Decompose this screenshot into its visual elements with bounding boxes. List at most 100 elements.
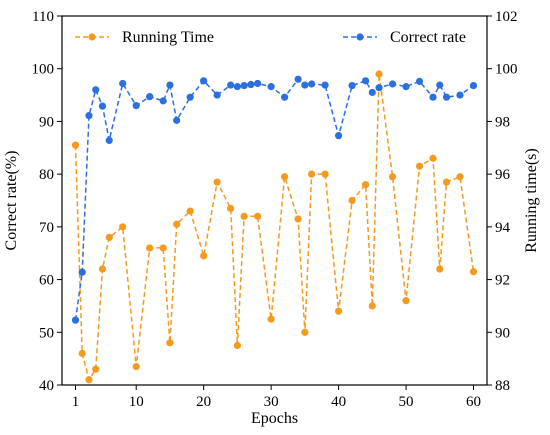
chart-ticks: 1 10 20 30 40 50 60405060708090100110889092949… [32,9,518,410]
y-right-tick-label: 98 [495,114,510,130]
y-left-tick-label: 40 [39,378,54,394]
data-point-running-time [348,196,356,205]
data-point-correct-rate [159,97,167,105]
y-left-tick-label: 100 [32,62,55,78]
data-point-running-time [85,376,93,384]
y-left-tick-label: 60 [39,273,54,289]
data-point-running-time [388,173,397,181]
data-point-correct-rate [166,81,174,89]
data-point-running-time [429,154,437,162]
data-point-correct-rate [92,86,100,94]
data-point-running-time [436,265,444,273]
data-point-correct-rate [85,112,93,120]
x-axis-title: Epochs [251,410,298,427]
y-left-tick-label: 110 [32,9,54,25]
data-point-running-time [456,173,464,181]
data-point-correct-rate [78,268,86,276]
data-point-correct-rate [146,93,154,101]
data-point-correct-rate [267,83,275,91]
y-right-tick-label: 100 [495,62,518,78]
data-point-running-time [173,220,181,228]
data-point-running-time [402,297,410,305]
data-point-running-time [294,215,302,223]
data-point-running-time [375,70,383,78]
data-point-correct-rate [429,93,437,101]
data-point-correct-rate [119,79,127,88]
data-point-running-time [361,181,370,189]
data-point-correct-rate [233,83,241,91]
plot-area-frame [61,15,488,386]
data-point-correct-rate [415,77,424,85]
data-point-running-time [321,170,329,178]
data-point-correct-rate [173,116,181,124]
data-point-correct-rate [132,102,140,110]
y-right-tick-label: 90 [495,325,510,341]
data-point-running-time [166,339,174,347]
data-point-running-time [200,252,208,260]
y-right-tick-label: 102 [495,9,518,25]
x-tick-label: 50 [399,394,414,410]
data-point-running-time [227,204,235,213]
y-left-tick-label: 90 [39,114,54,130]
data-point-running-time [132,362,140,371]
y-left-tick-label: 80 [39,167,54,183]
data-point-running-time [334,307,343,315]
series-line-running-time [74,73,475,382]
legend-label-correct-rate: Correct rate [390,29,466,46]
data-point-running-time [281,173,289,181]
data-point-running-time [469,268,478,276]
data-point-correct-rate [469,81,478,90]
x-tick-label: 60 [466,394,481,410]
data-point-correct-rate [98,102,107,110]
data-point-correct-rate [247,80,255,89]
legend-label-running-time: Running Time [122,29,214,46]
x-tick-label: 10 [129,394,144,410]
data-point-correct-rate [456,91,464,99]
data-point-running-time [92,365,100,373]
data-point-correct-rate [348,81,356,90]
data-point-running-time [240,212,248,220]
data-point-correct-rate [71,316,80,324]
data-point-running-time [301,328,309,336]
data-point-running-time [233,341,241,350]
legend-marker-correct-rate [356,33,364,41]
data-point-correct-rate [281,93,289,101]
data-point-correct-rate [227,81,235,89]
data-point-running-time [186,207,194,215]
data-point-running-time [119,223,127,231]
data-point-correct-rate [186,93,194,101]
x-tick-label: 40 [331,394,346,410]
data-point-correct-rate [436,81,444,89]
data-point-running-time [368,302,376,310]
data-point-running-time [159,244,167,252]
data-point-correct-rate [294,75,302,83]
data-point-running-time [442,178,451,186]
x-tick-label: 1 [72,394,80,410]
data-point-running-time [213,178,221,186]
data-point-correct-rate [321,81,329,89]
data-point-correct-rate [442,93,451,101]
chart-legend: Running Time Correct rate [75,29,466,46]
y-right-tick-label: 92 [495,273,510,289]
data-point-running-time [78,349,86,357]
data-point-correct-rate [368,88,376,97]
y-left-tick-label: 70 [39,220,54,236]
data-point-correct-rate [301,81,309,89]
data-point-running-time [98,265,107,273]
chart-series [71,70,478,384]
data-point-running-time [415,162,424,170]
data-point-correct-rate [240,81,248,90]
data-point-correct-rate [213,91,221,99]
data-point-running-time [105,233,113,241]
x-tick-label: 30 [264,394,279,410]
legend-marker-running-time [88,33,96,41]
data-point-correct-rate [105,136,113,145]
y-right-tick-label: 96 [495,167,511,183]
data-point-running-time [71,141,80,149]
data-point-correct-rate [254,79,262,88]
data-point-correct-rate [402,83,410,91]
data-point-correct-rate [200,77,208,85]
data-point-running-time [308,170,316,178]
data-point-running-time [146,244,154,252]
